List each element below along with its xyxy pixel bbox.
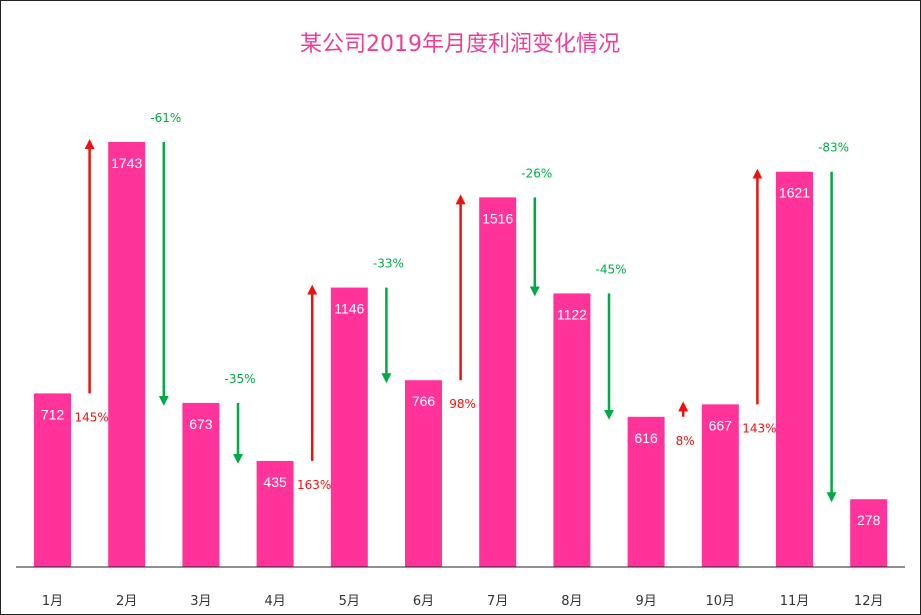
change-percent-label: 163% [297,478,331,492]
x-tick-labels-group: 1月 2月 3月 4月 5月 6月 7月 8月 9月 10月 11月 12月 [42,594,884,609]
x-tick-label: 6月 [413,594,434,609]
bar [34,393,71,567]
x-tick-label: 3月 [190,594,211,609]
change-percent-label: -33% [373,257,404,271]
bar [701,404,739,567]
change-percent-label: 8% [676,434,695,448]
change-percent-label: 98% [449,397,476,411]
bar-value-label: 766 [412,393,436,409]
bar-value-label: 1122 [557,306,587,322]
bar [776,171,813,567]
bar-value-label: 435 [263,474,287,490]
x-tick-label: 9月 [635,594,656,609]
change-percent-label: -35% [224,372,255,386]
bar [256,460,294,567]
x-tick-label: 5月 [339,594,360,609]
x-tick-label: 2月 [116,594,137,609]
bar-value-label: 616 [634,430,658,446]
bar [479,197,517,567]
bars-group: 712 1743 673 435 1146 766 1516 1122 616 667 1621 27… [34,142,888,567]
x-tick-label: 8月 [561,594,582,609]
bar [108,142,146,567]
bar [553,293,591,567]
change-arrows-group: 145% -61% -35% 163% -33% 98% -26% -45% 8% 143% -83… [74,111,849,503]
chart-title: 某公司2019年月度利润变化情况 [300,32,620,57]
x-tick-label: 7月 [487,594,508,609]
bar [627,416,665,567]
bar [182,402,220,567]
bar-value-label: 673 [189,416,213,432]
x-tick-label: 4月 [264,594,285,609]
bar-value-label: 1743 [111,155,142,171]
change-percent-label: 143% [742,421,776,435]
change-percent-label: -61% [150,111,181,125]
x-tick-label: 10月 [706,594,736,609]
x-tick-label: 11月 [780,594,810,609]
bar [850,499,888,567]
change-percent-label: -45% [595,262,626,276]
bar-value-label: 1516 [482,210,513,226]
bar-value-label: 278 [857,512,881,528]
bar [330,287,368,567]
bar-value-label: 1621 [779,185,810,201]
bar-value-label: 1146 [334,301,364,317]
change-percent-label: -83% [818,141,849,155]
change-percent-label: -26% [521,166,552,180]
bar [405,380,442,567]
bar-value-label: 712 [41,406,65,422]
bar-value-label: 667 [709,417,733,433]
x-tick-label: 12月 [854,594,884,609]
change-percent-label: 145% [74,410,108,424]
x-tick-label: 1月 [42,594,63,609]
